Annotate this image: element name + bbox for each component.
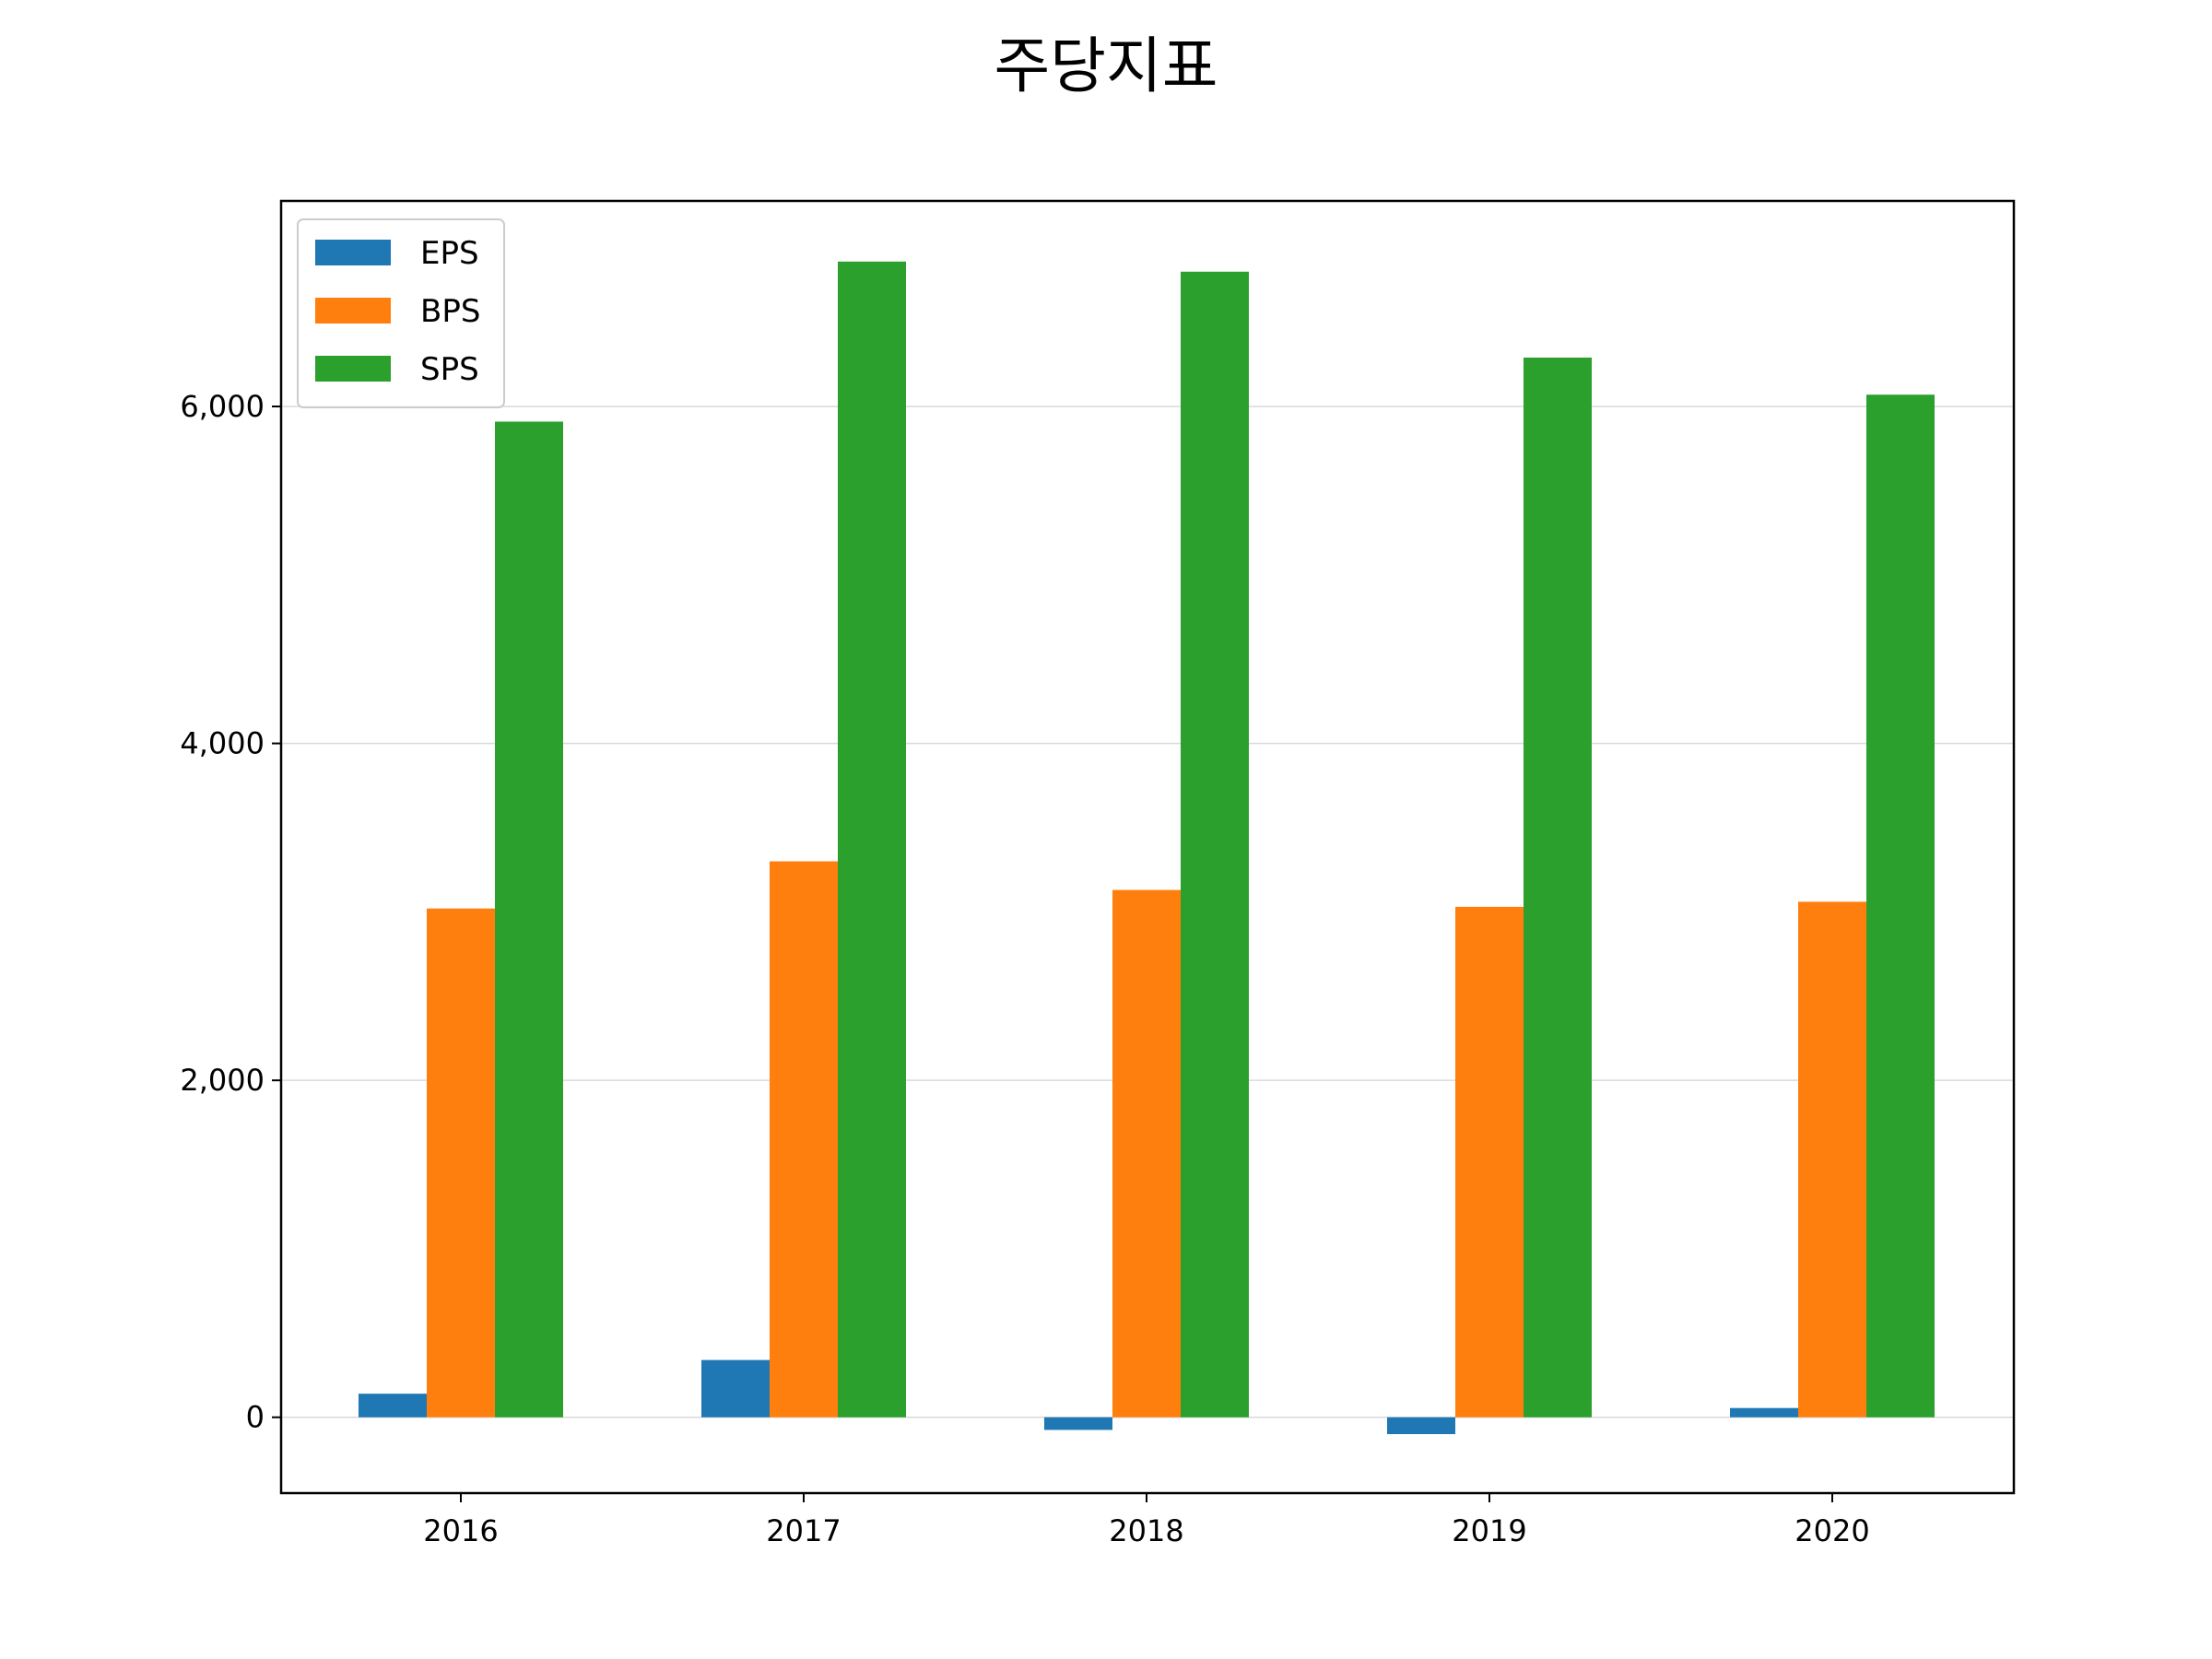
y-tick-label: 4,000 (180, 726, 265, 761)
bar-sps-2017 (838, 261, 906, 1418)
bar-bps-2020 (1798, 901, 1866, 1418)
bar-bps-2016 (427, 908, 495, 1418)
legend-label-sps: SPS (420, 351, 479, 388)
bar-bps-2017 (770, 861, 838, 1418)
bar-eps-2018 (1044, 1417, 1112, 1430)
bar-sps-2016 (495, 421, 563, 1418)
bar-eps-2016 (359, 1394, 427, 1418)
bar-eps-2019 (1387, 1417, 1455, 1435)
x-tick-label: 2018 (1109, 1513, 1183, 1548)
x-tick-label: 2019 (1452, 1513, 1526, 1548)
x-tick-label: 2016 (423, 1513, 498, 1548)
axis-ticks: 0 2,000 4,000 6,000 2016 2017 2018 2019 2020 (180, 389, 1869, 1548)
bar-bps-2019 (1455, 906, 1524, 1418)
legend-swatch-eps (315, 240, 391, 265)
bar-bps-2018 (1112, 889, 1181, 1418)
legend: EPS BPS SPS (297, 218, 505, 408)
chart-title: 주당지표 (994, 30, 1218, 101)
y-tick-label: 6,000 (180, 389, 265, 424)
legend-swatch-bps (315, 298, 391, 324)
x-tick-label: 2017 (766, 1513, 841, 1548)
bar-eps-2017 (701, 1359, 770, 1418)
legend-swatch-sps (315, 356, 391, 382)
bar-eps-2020 (1730, 1407, 1798, 1418)
bar-sps-2020 (1866, 394, 1935, 1418)
bar-sps-2018 (1181, 271, 1249, 1418)
bars (359, 261, 1935, 1435)
legend-label-bps: BPS (420, 293, 480, 330)
x-tick-label: 2020 (1794, 1513, 1869, 1548)
y-tick-label: 0 (246, 1400, 265, 1435)
bar-sps-2019 (1524, 357, 1592, 1418)
y-tick-label: 2,000 (180, 1063, 265, 1098)
legend-label-eps: EPS (420, 235, 479, 272)
